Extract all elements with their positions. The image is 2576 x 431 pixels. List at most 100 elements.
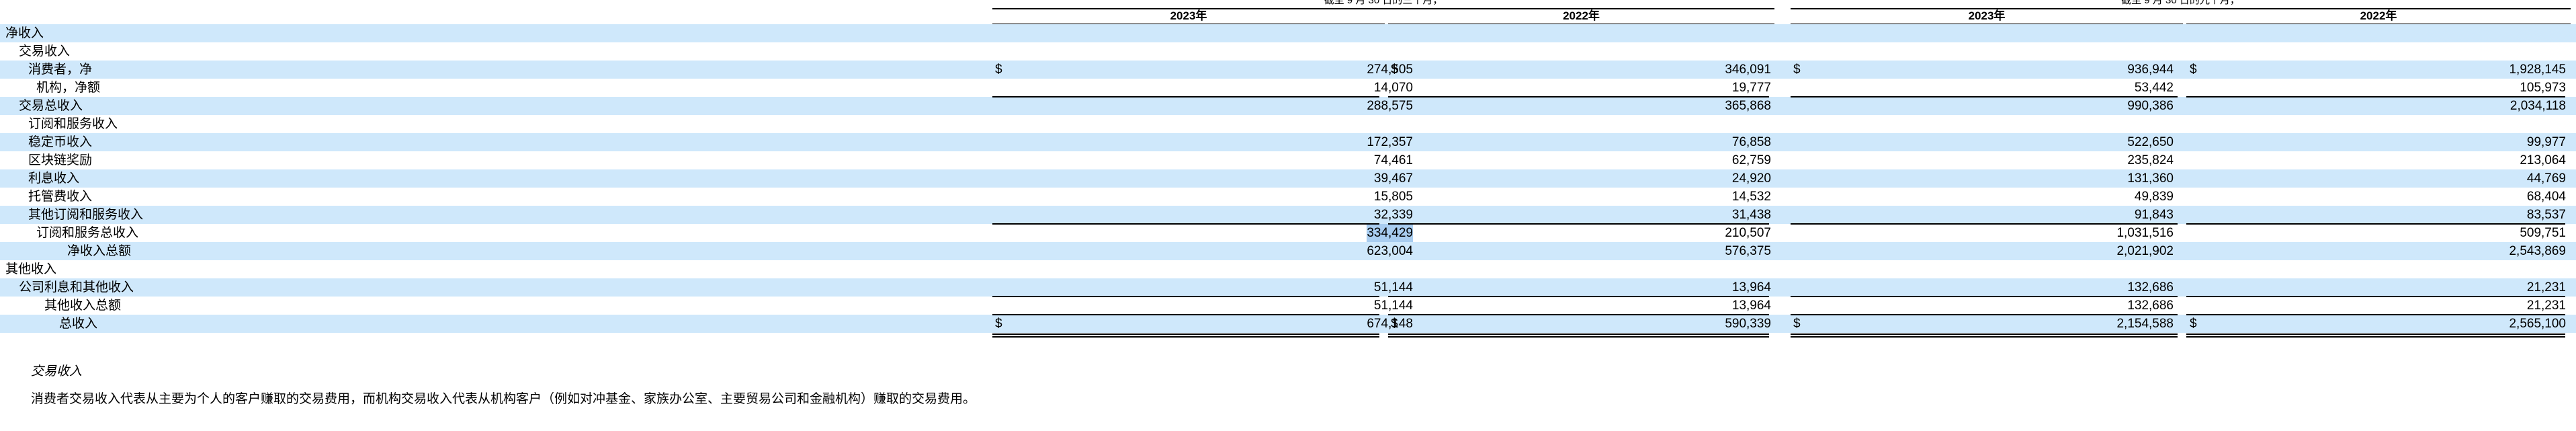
- value-cell: 365,868: [1725, 99, 1771, 113]
- value-cell: 31,438: [1731, 208, 1771, 222]
- value-cell: 49,839: [2134, 190, 2174, 204]
- value-cell: 509,751: [2520, 226, 2566, 240]
- value-cell: 2,565,100: [2509, 317, 2566, 331]
- row-label: 其他收入: [5, 262, 57, 276]
- value-cell: 132,686: [2127, 299, 2174, 313]
- value-cell: 288,575: [1367, 99, 1413, 113]
- row-label: 总收入: [59, 317, 98, 331]
- value-cell: 1,031,516: [2116, 226, 2174, 240]
- value-cell: 13,964: [1731, 299, 1771, 313]
- currency-sign: $: [2190, 317, 2197, 331]
- value-cell: 623,004: [1367, 244, 1413, 258]
- double-rule: [1388, 334, 1769, 335]
- row-label: 托管费收入: [28, 190, 93, 204]
- sum-rule: [992, 223, 1379, 225]
- sum-rule: [2186, 314, 2565, 315]
- row-label: 其他收入总额: [44, 299, 122, 313]
- value-cell: 14,070: [1373, 81, 1413, 95]
- value-cell: 14,532: [1731, 190, 1771, 204]
- value-cell: 99,977: [2526, 135, 2566, 149]
- row-label: 订阅和服务收入: [28, 117, 118, 131]
- sum-rule: [1388, 96, 1769, 97]
- value-cell: 32,339: [1373, 208, 1413, 222]
- value-cell: 213,064: [2520, 153, 2566, 167]
- row-band: [0, 97, 2576, 115]
- double-rule: [1791, 336, 2178, 338]
- sum-rule: [2186, 96, 2565, 97]
- double-rule: [1791, 334, 2178, 335]
- value-cell: 235,824: [2127, 153, 2174, 167]
- row-band: [0, 206, 2576, 224]
- value-cell: 132,686: [2127, 280, 2174, 295]
- sum-rule: [1791, 314, 2178, 315]
- value-cell: 15,805: [1373, 190, 1413, 204]
- value-cell: 76,858: [1731, 135, 1771, 149]
- period-header: 截至 9 月 30 日的九个月，: [2121, 0, 2240, 6]
- row-label: 其他订阅和服务收入: [28, 208, 144, 222]
- currency-sign: $: [995, 317, 1002, 331]
- value-cell: 21,231: [2526, 280, 2566, 295]
- value-cell: 91,843: [2134, 208, 2174, 222]
- row-label: 机构，净额: [36, 81, 101, 95]
- column-header: 2023年: [1968, 9, 2006, 22]
- value-cell: 576,375: [1725, 244, 1771, 258]
- value-cell: 590,339: [1725, 317, 1771, 331]
- note-text: 消费者交易收入代表从主要为个人的客户赚取的交易费用，而机构交易收入代表从机构客户…: [31, 392, 976, 406]
- value-cell: 1,928,145: [2509, 63, 2566, 77]
- column-header: 2022年: [1563, 9, 1600, 22]
- value-cell: 62,759: [1731, 153, 1771, 167]
- column-header: 2023年: [1170, 9, 1207, 22]
- value-cell: 39,467: [1373, 171, 1413, 186]
- value-cell: 990,386: [2127, 99, 2174, 113]
- row-band: [0, 315, 2576, 333]
- row-label: 区块链奖励: [28, 153, 93, 167]
- value-cell: 274,505: [1367, 63, 1413, 77]
- column-header: 2022年: [2360, 9, 2397, 22]
- row-label: 交易收入: [19, 44, 71, 58]
- sum-rule: [1388, 296, 1769, 297]
- value-cell: 172,357: [1367, 135, 1413, 149]
- double-rule: [1388, 336, 1769, 338]
- header-rule: [992, 8, 1774, 9]
- value-cell: 51,144: [1373, 299, 1413, 313]
- value-cell: 210,507: [1725, 226, 1771, 240]
- period-header: 截至 9 月 30 日的三个月，: [1324, 0, 1443, 6]
- value-cell: 334,429: [1367, 224, 1413, 242]
- sum-rule: [2186, 223, 2565, 225]
- value-cell: 936,944: [2127, 63, 2174, 77]
- value-cell: 13,964: [1731, 280, 1771, 295]
- note-heading: 交易收入: [31, 364, 83, 379]
- value-cell: 2,034,118: [2509, 99, 2566, 113]
- row-band: [0, 169, 2576, 188]
- sum-rule: [1791, 96, 2178, 97]
- row-label: 公司利息和其他收入: [19, 280, 134, 295]
- sum-rule: [992, 314, 1379, 315]
- sum-rule: [1791, 296, 2178, 297]
- double-rule: [2186, 336, 2565, 338]
- value-cell: 68,404: [2526, 190, 2566, 204]
- row-label: 净收入总额: [67, 244, 132, 258]
- value-cell: 19,777: [1731, 81, 1771, 95]
- row-band: [0, 133, 2576, 151]
- value-cell: 2,021,902: [2116, 244, 2174, 258]
- sum-rule: [1791, 223, 2178, 225]
- value-cell: 21,231: [2526, 299, 2566, 313]
- value-cell: 74,461: [1373, 153, 1413, 167]
- value-cell: 44,769: [2526, 171, 2566, 186]
- row-label: 交易总收入: [19, 99, 83, 113]
- currency-sign: $: [1793, 63, 1801, 77]
- sum-rule: [1388, 314, 1769, 315]
- row-band: [0, 24, 2576, 42]
- header-rule: [1791, 8, 2571, 9]
- value-cell: 131,360: [2127, 171, 2174, 186]
- row-label: 稳定币收入: [28, 135, 93, 149]
- row-band: [0, 278, 2576, 297]
- value-cell: 24,920: [1731, 171, 1771, 186]
- double-rule: [992, 334, 1379, 335]
- value-cell: 346,091: [1725, 63, 1771, 77]
- row-label: 净收入: [5, 26, 44, 40]
- value-cell: 105,973: [2520, 81, 2566, 95]
- currency-sign: $: [995, 63, 1002, 77]
- row-band: [0, 242, 2576, 260]
- value-cell: 51,144: [1373, 280, 1413, 295]
